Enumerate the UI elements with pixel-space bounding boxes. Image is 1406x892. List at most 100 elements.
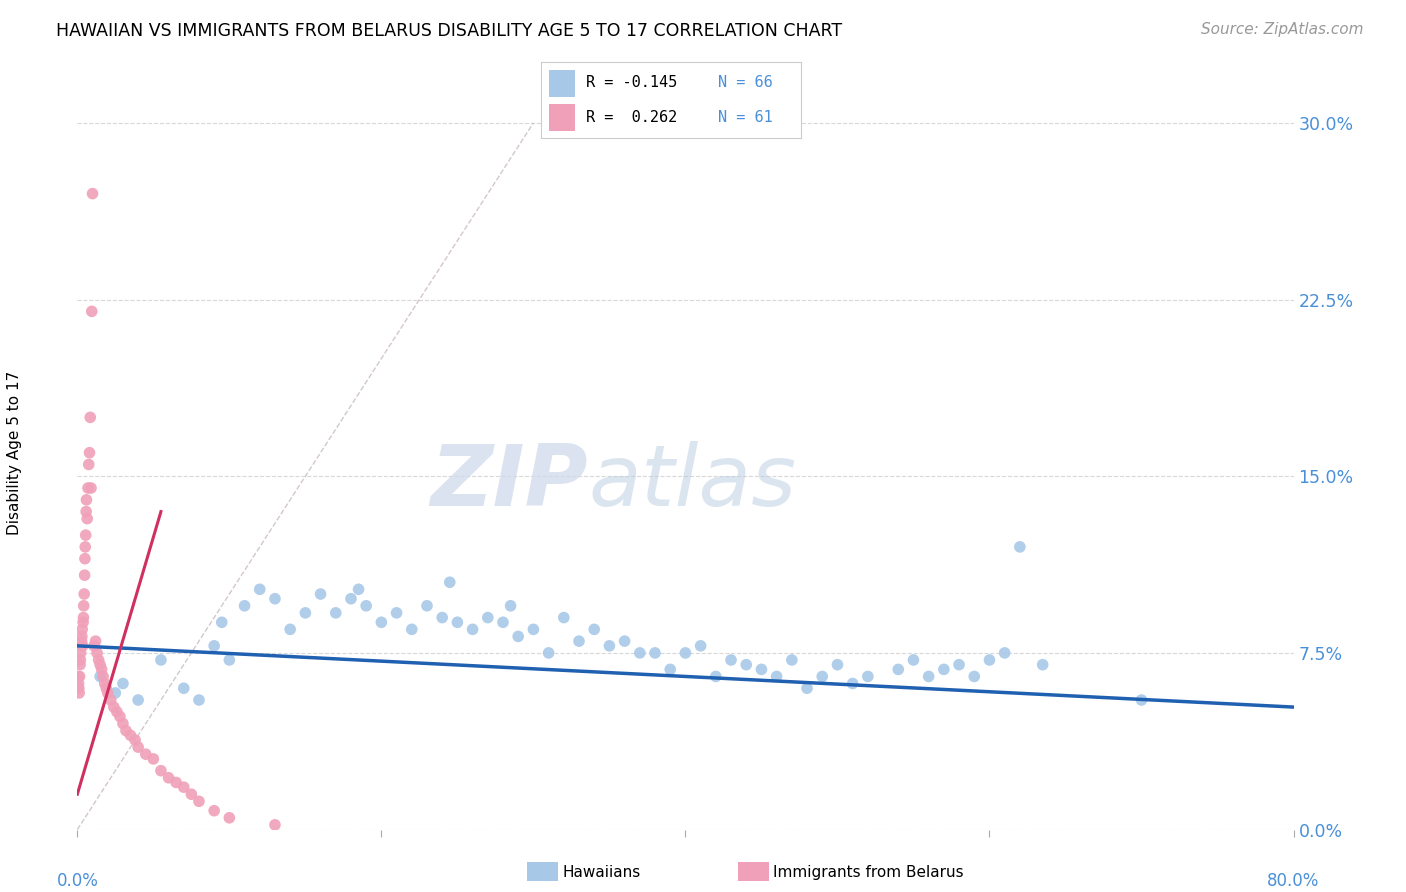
Point: [79, 445, 101, 460]
Point: [278, 623, 301, 637]
Point: [659, 662, 682, 676]
Point: [887, 662, 910, 676]
Point: [979, 653, 1001, 667]
Text: R = -0.145: R = -0.145: [585, 76, 676, 90]
Point: [77, 458, 100, 472]
Point: [89, 657, 111, 672]
Point: [67, 676, 90, 690]
Point: [461, 623, 484, 637]
Point: [70, 623, 93, 637]
FancyBboxPatch shape: [550, 70, 575, 96]
Point: [918, 669, 941, 683]
Text: Source: ZipAtlas.com: Source: ZipAtlas.com: [1201, 22, 1364, 37]
Point: [583, 623, 606, 637]
Point: [87, 653, 110, 667]
Point: [135, 747, 157, 761]
Text: Immigrants from Belarus: Immigrants from Belarus: [773, 865, 965, 880]
Point: [86, 646, 108, 660]
Point: [75, 540, 97, 554]
Point: [111, 676, 134, 690]
Point: [108, 709, 131, 723]
Point: [765, 669, 787, 683]
Point: [72, 610, 94, 624]
Point: [173, 780, 195, 794]
Text: N = 61: N = 61: [718, 110, 773, 125]
Point: [90, 662, 112, 676]
Point: [553, 610, 575, 624]
Point: [69, 669, 91, 683]
Point: [1130, 693, 1153, 707]
Point: [142, 752, 165, 766]
Point: [69, 657, 91, 672]
Point: [115, 723, 138, 738]
Point: [537, 646, 560, 660]
Point: [751, 662, 773, 676]
Point: [264, 591, 287, 606]
Point: [70, 629, 93, 643]
Point: [69, 646, 91, 660]
Point: [180, 787, 202, 801]
Point: [75, 528, 97, 542]
Point: [73, 568, 96, 582]
Point: [675, 646, 697, 660]
Point: [492, 615, 515, 630]
Point: [97, 686, 120, 700]
Point: [67, 681, 90, 696]
Text: atlas: atlas: [588, 442, 796, 524]
Point: [264, 818, 287, 832]
Point: [188, 794, 211, 808]
Point: [735, 657, 758, 672]
Point: [499, 599, 522, 613]
Point: [948, 657, 970, 672]
Point: [294, 606, 316, 620]
Point: [70, 639, 93, 653]
Point: [780, 653, 803, 667]
Point: [188, 693, 211, 707]
Point: [111, 716, 134, 731]
Point: [446, 615, 468, 630]
Point: [75, 505, 97, 519]
Text: N = 66: N = 66: [718, 76, 773, 90]
Point: [67, 686, 90, 700]
Point: [1032, 657, 1054, 672]
Point: [644, 646, 666, 660]
Point: [83, 639, 105, 653]
Point: [218, 653, 240, 667]
Text: HAWAIIAN VS IMMIGRANTS FROM BELARUS DISABILITY AGE 5 TO 17 CORRELATION CHART: HAWAIIAN VS IMMIGRANTS FROM BELARUS DISA…: [56, 22, 842, 40]
Point: [354, 599, 377, 613]
Point: [628, 646, 651, 660]
Point: [73, 551, 96, 566]
Point: [430, 610, 453, 624]
Point: [67, 669, 90, 683]
Point: [103, 700, 125, 714]
Point: [84, 634, 107, 648]
Point: [149, 653, 172, 667]
Point: [598, 639, 620, 653]
Point: [76, 511, 98, 525]
Point: [340, 591, 363, 606]
Point: [613, 634, 636, 648]
Point: [157, 771, 180, 785]
Point: [963, 669, 986, 683]
Point: [385, 606, 408, 620]
Point: [568, 634, 591, 648]
Point: [202, 639, 225, 653]
Point: [173, 681, 195, 696]
Point: [80, 481, 103, 495]
Point: [689, 639, 711, 653]
Point: [856, 669, 879, 683]
Point: [439, 575, 461, 590]
Point: [325, 606, 347, 620]
Point: [70, 634, 93, 648]
Point: [347, 582, 370, 597]
Point: [80, 304, 103, 318]
Y-axis label: Disability Age 5 to 17: Disability Age 5 to 17: [7, 370, 21, 535]
Point: [96, 681, 118, 696]
Point: [91, 669, 114, 683]
Point: [75, 492, 97, 507]
Point: [93, 676, 115, 690]
Point: [401, 623, 423, 637]
Point: [89, 669, 111, 683]
Point: [79, 410, 101, 425]
Point: [704, 669, 727, 683]
